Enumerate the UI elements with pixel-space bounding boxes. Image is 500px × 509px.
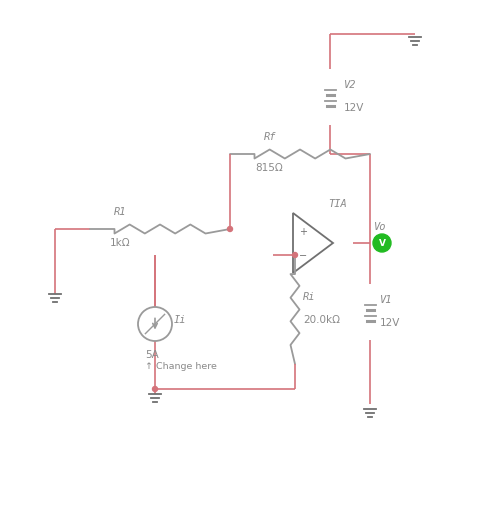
Text: 1kΩ: 1kΩ [110,238,130,247]
Circle shape [228,227,232,232]
Text: ↑ Change here: ↑ Change here [145,361,217,370]
Text: V2: V2 [344,80,356,90]
Text: 5A: 5A [145,349,159,359]
Text: TIA: TIA [328,199,347,209]
Text: Rf: Rf [264,132,276,142]
Text: 12V: 12V [344,103,364,113]
Text: 815Ω: 815Ω [255,163,283,173]
Text: −: − [299,250,307,261]
Text: R1: R1 [114,207,126,216]
Text: Ii: Ii [174,315,186,324]
Text: 12V: 12V [380,318,400,327]
Text: +: + [299,227,307,237]
Circle shape [292,253,298,258]
Text: 20.0kΩ: 20.0kΩ [303,315,340,324]
Circle shape [152,387,158,392]
Text: V1: V1 [380,294,392,304]
Text: Ri: Ri [303,292,316,301]
Text: Vo: Vo [374,221,386,232]
Text: V: V [378,239,386,248]
Circle shape [373,235,391,252]
